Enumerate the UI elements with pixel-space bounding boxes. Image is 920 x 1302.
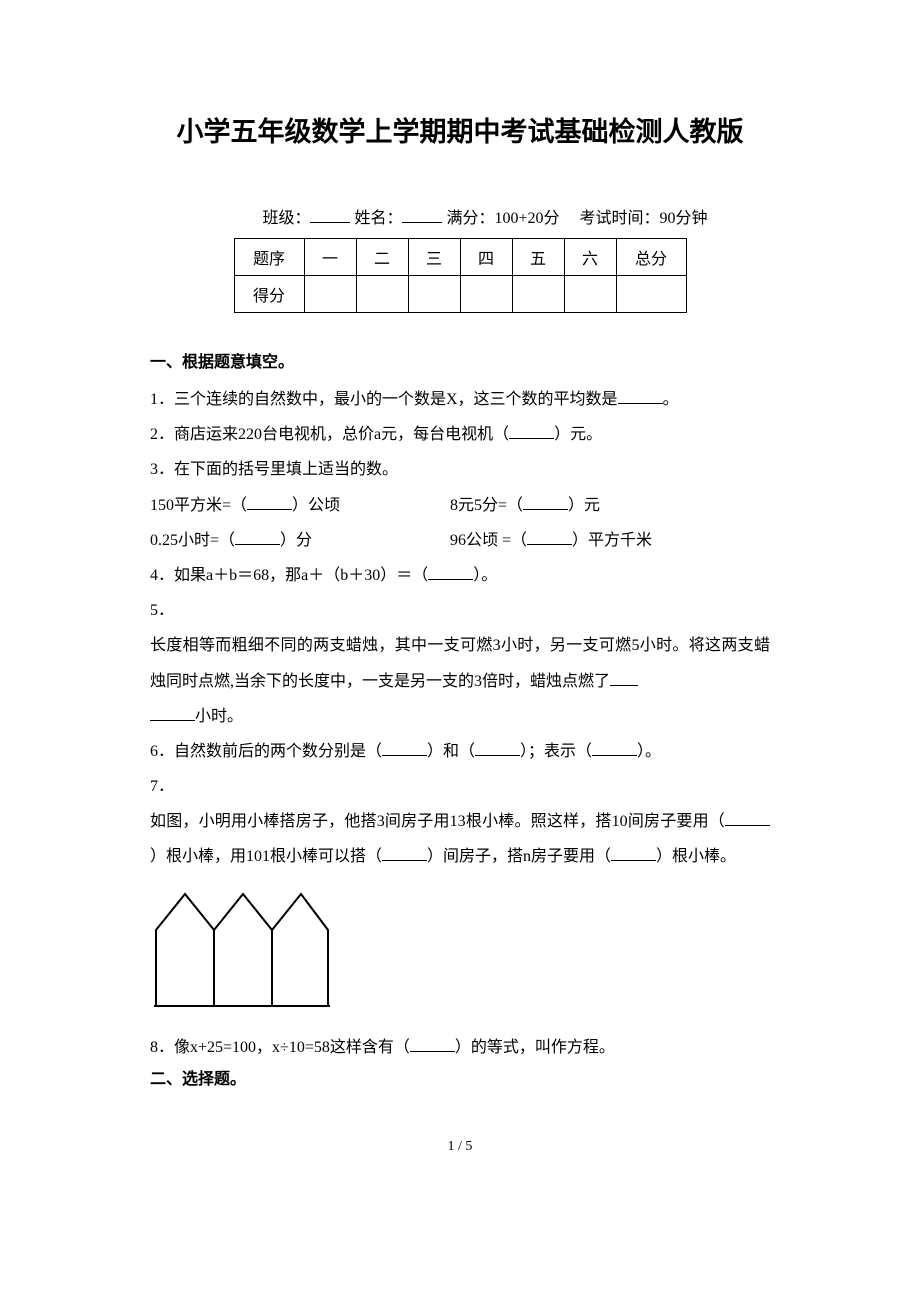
q7-b: ）根小棒，用101根小棒可以搭（ bbox=[150, 848, 382, 865]
houses-figure bbox=[150, 890, 770, 1015]
q8-b: ）的等式，叫作方程。 bbox=[455, 1039, 615, 1056]
blank bbox=[523, 509, 568, 510]
q2-text-a: 2．商店运来220台电视机，总价a元，每台电视机（ bbox=[150, 426, 509, 443]
blank bbox=[150, 720, 195, 721]
question-8: 8．像x+25=100，x÷10=58这样含有（ ）的等式，叫作方程。 bbox=[150, 1030, 770, 1065]
table-row: 得分 bbox=[234, 276, 686, 313]
score-table: 题序 一 二 三 四 五 六 总分 得分 bbox=[234, 238, 687, 313]
blank bbox=[410, 1051, 455, 1052]
blank bbox=[235, 544, 280, 545]
score-cell bbox=[616, 276, 686, 313]
name-blank bbox=[402, 207, 442, 223]
q3-1b: ）公顷 bbox=[292, 497, 340, 514]
q5-a: 长度相等而粗细不同的两支蜡烛，其中一支可燃3小时，另一支可燃5小时。将这两支蜡烛… bbox=[150, 637, 770, 689]
score-cell bbox=[304, 276, 356, 313]
col-header: 二 bbox=[356, 239, 408, 276]
blank bbox=[611, 860, 656, 861]
score-cell bbox=[460, 276, 512, 313]
page-number: 1 / 5 bbox=[150, 1139, 770, 1155]
full-score-label: 满分：100+20分 bbox=[446, 210, 559, 227]
q7-d: ）根小棒。 bbox=[656, 848, 736, 865]
q8-a: 8．像x+25=100，x÷10=58这样含有（ bbox=[150, 1039, 410, 1056]
question-3-line-2: 0.25小时=（ ）分 96公顷 =（ ）平方千米 bbox=[150, 523, 770, 558]
exam-time-label: 考试时间：90分钟 bbox=[580, 210, 708, 227]
q3-2b: ）分 bbox=[280, 532, 312, 549]
blank bbox=[382, 860, 427, 861]
col-header: 五 bbox=[512, 239, 564, 276]
q7-a: 如图，小明用小棒搭房子，他搭3间房子用13根小棒。照这样，搭10间房子要用（ bbox=[150, 813, 725, 830]
question-3-line-1: 150平方米=（ ）公顷 8元5分=（ ）元 bbox=[150, 488, 770, 523]
col-header: 三 bbox=[408, 239, 460, 276]
exam-info-line: 班级： 姓名： 满分：100+20分 考试时间：90分钟 bbox=[150, 204, 770, 228]
question-1: 1．三个连续的自然数中，最小的一个数是X，这三个数的平均数是 。 bbox=[150, 382, 770, 417]
question-5-label: 5． bbox=[150, 593, 770, 628]
q4-b: ）。 bbox=[473, 567, 497, 584]
q3-2a: 0.25小时=（ bbox=[150, 532, 235, 549]
q3-1c: 8元5分=（ bbox=[450, 497, 523, 514]
q3-2c: 96公顷 =（ bbox=[450, 532, 527, 549]
q6-b: ）和（ bbox=[427, 743, 475, 760]
class-label: 班级： bbox=[262, 210, 310, 227]
q3-1d: ）元 bbox=[568, 497, 600, 514]
question-7-label: 7． bbox=[150, 769, 770, 804]
question-5-text: 长度相等而粗细不同的两支蜡烛，其中一支可燃3小时，另一支可燃5小时。将这两支蜡烛… bbox=[150, 628, 770, 734]
section-1-heading: 一、根据题意填空。 bbox=[150, 348, 770, 372]
houses-icon bbox=[150, 890, 330, 1010]
class-blank bbox=[310, 207, 350, 223]
q6-d: ）。 bbox=[637, 743, 661, 760]
question-4: 4．如果a＋b＝68，那a＋（b＋30）＝（ ）。 bbox=[150, 558, 770, 593]
score-cell bbox=[356, 276, 408, 313]
blank bbox=[382, 755, 427, 756]
blank bbox=[475, 755, 520, 756]
blank bbox=[428, 579, 473, 580]
blank bbox=[610, 685, 638, 686]
q1-end: 。 bbox=[663, 391, 679, 408]
row-header: 题序 bbox=[234, 239, 304, 276]
row-header: 得分 bbox=[234, 276, 304, 313]
col-header: 四 bbox=[460, 239, 512, 276]
blank bbox=[618, 403, 663, 404]
col-header: 六 bbox=[564, 239, 616, 276]
section-2-heading: 二、选择题。 bbox=[150, 1065, 770, 1089]
question-3: 3．在下面的括号里填上适当的数。 bbox=[150, 452, 770, 487]
score-cell bbox=[408, 276, 460, 313]
score-cell bbox=[512, 276, 564, 313]
q6-c: ）；表示（ bbox=[520, 743, 592, 760]
question-2: 2．商店运来220台电视机，总价a元，每台电视机（ ）元。 bbox=[150, 417, 770, 452]
blank bbox=[527, 544, 572, 545]
document-title: 小学五年级数学上学期期中考试基础检测人教版 bbox=[150, 110, 770, 149]
q7-c: ）间房子，搭n房子要用（ bbox=[427, 848, 611, 865]
table-row: 题序 一 二 三 四 五 六 总分 bbox=[234, 239, 686, 276]
blank bbox=[509, 438, 554, 439]
blank bbox=[725, 825, 770, 826]
q4-a: 4．如果a＋b＝68，那a＋（b＋30）＝（ bbox=[150, 567, 428, 584]
question-7-text: 如图，小明用小棒搭房子，他搭3间房子用13根小棒。照这样，搭10间房子要用（ ）根… bbox=[150, 804, 770, 874]
blank bbox=[247, 509, 292, 510]
blank bbox=[592, 755, 637, 756]
q6-a: 6．自然数前后的两个数分别是（ bbox=[150, 743, 382, 760]
q1-text: 1．三个连续的自然数中，最小的一个数是X，这三个数的平均数是 bbox=[150, 391, 618, 408]
q5-b: 小时。 bbox=[195, 708, 243, 725]
score-cell bbox=[564, 276, 616, 313]
col-header: 一 bbox=[304, 239, 356, 276]
q3-2d: ）平方千米 bbox=[572, 532, 652, 549]
q2-text-b: ）元。 bbox=[554, 426, 602, 443]
question-6: 6．自然数前后的两个数分别是（ ）和（ ）；表示（ ）。 bbox=[150, 734, 770, 769]
name-label: 姓名： bbox=[354, 210, 402, 227]
total-header: 总分 bbox=[616, 239, 686, 276]
q3-1a: 150平方米=（ bbox=[150, 497, 247, 514]
